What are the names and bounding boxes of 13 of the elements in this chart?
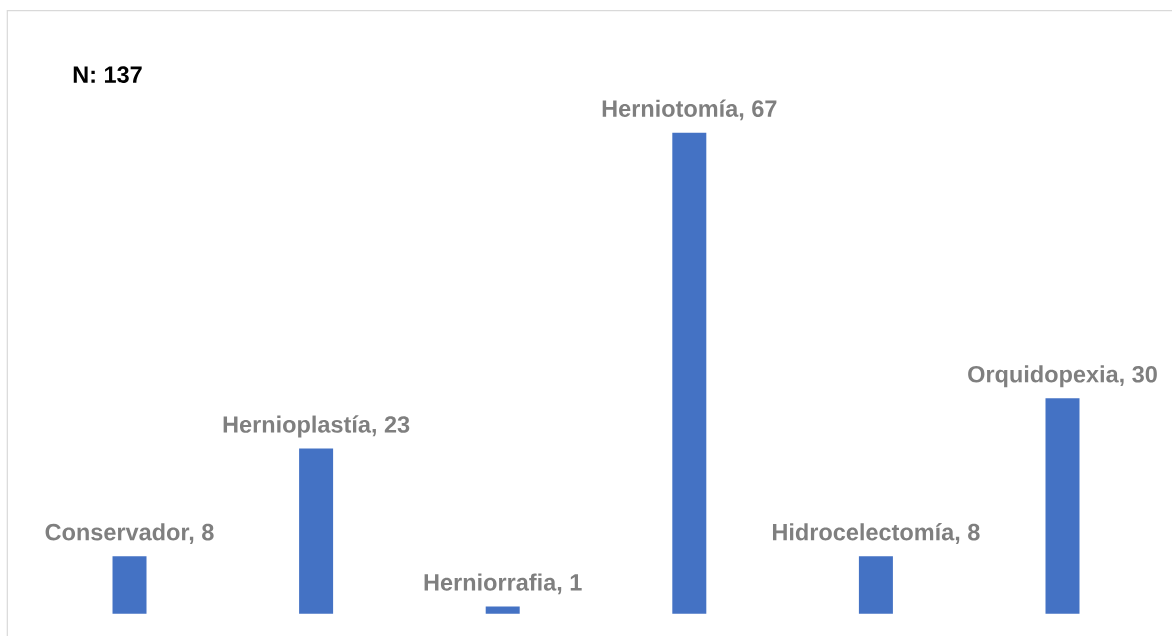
data-label: Herniotomía, 67 <box>602 99 777 121</box>
data-label: Conservador, 8 <box>45 523 214 544</box>
bar <box>858 556 893 614</box>
bar <box>672 132 707 614</box>
data-label: Herniorrafia, 1 <box>424 573 582 595</box>
bar <box>112 556 147 614</box>
text: N: 137 <box>73 66 142 83</box>
data-label: Hidrocelectomía, 8 <box>772 523 980 544</box>
data-label: Orquidopexia, 30 <box>968 365 1157 388</box>
bar <box>485 606 520 614</box>
data-label: Hernioplastía, 23 <box>223 415 410 438</box>
bar <box>1045 398 1080 614</box>
bar <box>299 448 334 614</box>
